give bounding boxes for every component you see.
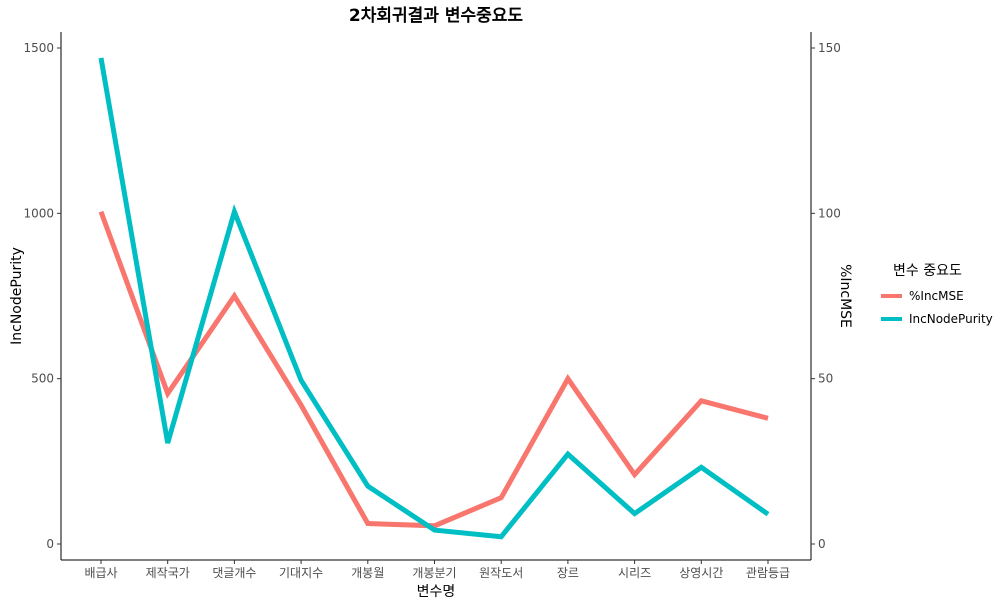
legend-title: 변수 중요도 <box>893 263 962 279</box>
right-tick-label: 100 <box>818 206 841 220</box>
left-tick-label: 500 <box>31 372 54 386</box>
x-tick-label: 장르 <box>557 566 579 580</box>
legend-label-incnodepurity: IncNodePurity <box>909 312 993 326</box>
left-tick-label: 1000 <box>23 206 54 220</box>
x-tick-label: 배급사 <box>84 566 117 580</box>
series-layer <box>98 57 770 540</box>
series-line-incnodepurity <box>98 57 770 540</box>
x-tick-label: 개봉월 <box>351 566 384 580</box>
right-tick-label: 150 <box>818 41 841 55</box>
x-tick-label: 댓글개수 <box>212 566 256 580</box>
left-axis-ticks: 0 500 1000 1500 <box>23 41 61 551</box>
right-axis-title: %IncMSE <box>837 264 853 328</box>
right-tick-label: 50 <box>818 372 833 386</box>
right-axis-ticks: 0 50 100 150 <box>811 41 841 551</box>
chart-title: 2차회귀결과 변수중요도 <box>349 6 524 26</box>
x-tick-label: 시리즈 <box>618 566 651 580</box>
legend: 변수 중요도 %IncMSE IncNodePurity <box>881 263 993 326</box>
left-tick-label: 1500 <box>23 41 54 55</box>
legend-label-incmse: %IncMSE <box>909 289 964 303</box>
x-tick-label: 상영시간 <box>679 566 723 580</box>
left-tick-label: 0 <box>46 537 54 551</box>
x-tick-label: 기대지수 <box>279 566 323 580</box>
x-tick-label: 원작도서 <box>479 566 523 580</box>
series-line-incmse <box>98 210 769 529</box>
x-axis-ticks: 배급사 제작국가 댓글개수 기대지수 개봉월 개봉분기 원작도서 장르 시리즈 상영시간 관람등급 <box>84 560 790 580</box>
left-axis-title: IncNodePurity <box>9 247 25 345</box>
x-tick-label: 개봉분기 <box>412 566 456 580</box>
x-axis-title: 변수명 <box>417 584 456 600</box>
right-tick-label: 0 <box>818 537 826 551</box>
x-tick-label: 관람등급 <box>746 566 790 580</box>
x-tick-label: 제작국가 <box>146 566 190 580</box>
